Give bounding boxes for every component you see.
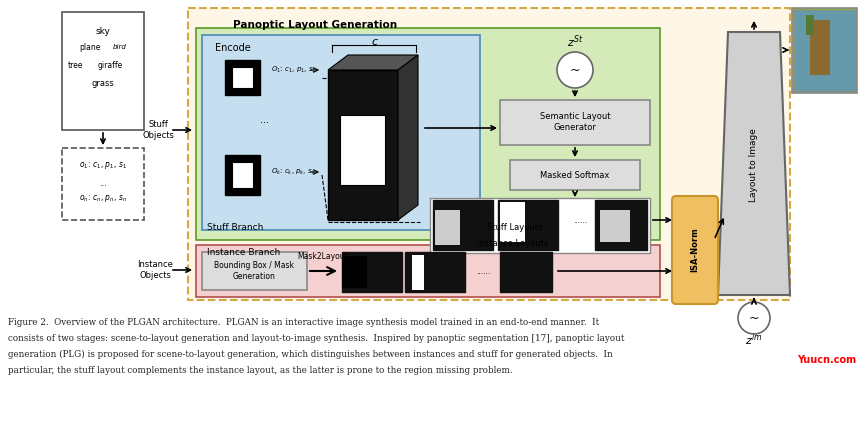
Text: sky: sky	[96, 28, 110, 36]
Text: Instance Layouts: Instance Layouts	[476, 239, 548, 248]
Polygon shape	[398, 55, 418, 220]
Text: particular, the stuff layout complements the instance layout, as the latter is p: particular, the stuff layout complements…	[8, 366, 512, 375]
Bar	[430, 198, 649, 253]
Text: $O_k$: $c_k$, $p_k$, $s_k$: $O_k$: $c_k$, $p_k$, $s_k$	[270, 167, 316, 177]
Bar	[499, 252, 551, 292]
Bar	[201, 35, 480, 230]
Text: ~: ~	[569, 63, 579, 76]
Bar	[793, 10, 854, 91]
Text: Semantic Layout
Generator: Semantic Layout Generator	[539, 112, 610, 132]
Bar	[499, 100, 649, 145]
Polygon shape	[328, 55, 418, 70]
Bar	[498, 200, 557, 250]
Text: consists of two stages: scene-to-layout generation and layout-to-image synthesis: consists of two stages: scene-to-layout …	[8, 334, 623, 343]
Bar	[342, 252, 401, 292]
Bar	[225, 60, 260, 95]
Bar	[342, 256, 367, 288]
Text: Instance Branch: Instance Branch	[207, 248, 280, 257]
Text: grass: grass	[91, 79, 115, 87]
Text: tree: tree	[68, 60, 84, 70]
Bar	[412, 255, 424, 290]
Bar	[225, 155, 260, 195]
Bar	[594, 200, 647, 250]
Text: ...: ...	[99, 178, 107, 187]
Text: ...: ...	[260, 115, 269, 125]
Bar	[510, 160, 639, 190]
Text: Stuff Layouts: Stuff Layouts	[486, 223, 542, 232]
Text: generation (PLG) is proposed for scene-to-layout generation, which distinguishes: generation (PLG) is proposed for scene-t…	[8, 350, 612, 359]
Text: $O_1$: $c_1$, $p_1$, $s_1$: $O_1$: $c_1$, $p_1$, $s_1$	[270, 65, 316, 75]
Text: Figure 2.  Overview of the PLGAN architecture.  PLGAN is an interactive image sy: Figure 2. Overview of the PLGAN architec…	[8, 318, 598, 327]
Circle shape	[737, 302, 769, 334]
Text: ~: ~	[748, 312, 759, 325]
Text: $o_1$: $c_1$, $p_1$, $s_1$: $o_1$: $c_1$, $p_1$, $s_1$	[79, 159, 127, 170]
Bar	[62, 12, 144, 130]
Bar	[435, 210, 460, 245]
Polygon shape	[717, 32, 789, 295]
Bar	[599, 210, 629, 242]
Bar	[195, 28, 660, 240]
Text: Stuff Branch: Stuff Branch	[207, 223, 263, 232]
Text: ISA-Norm: ISA-Norm	[690, 228, 698, 272]
FancyBboxPatch shape	[672, 196, 717, 304]
Bar	[188, 8, 789, 300]
Text: Yuucn.com: Yuucn.com	[796, 355, 855, 365]
Text: ......: ......	[573, 215, 586, 225]
Text: c: c	[371, 37, 378, 47]
Text: $o_n$: $c_n$, $p_n$, $s_n$: $o_n$: $c_n$, $p_n$, $s_n$	[78, 193, 127, 203]
Bar	[791, 8, 856, 93]
Text: Mask2Layout: Mask2Layout	[297, 252, 348, 261]
Bar	[328, 70, 398, 220]
Text: ......: ......	[475, 266, 490, 275]
Bar	[805, 15, 813, 35]
Text: $z^{im}$: $z^{im}$	[745, 332, 762, 348]
Circle shape	[556, 52, 592, 88]
Text: plane: plane	[79, 43, 101, 52]
Bar	[201, 252, 307, 290]
Text: Panoptic Layout Generation: Panoptic Layout Generation	[232, 20, 397, 30]
Text: Stuff
Objects: Stuff Objects	[142, 120, 174, 140]
Text: Instance
Objects: Instance Objects	[137, 260, 173, 280]
Bar	[405, 252, 464, 292]
Text: Bounding Box / Mask
Generation: Bounding Box / Mask Generation	[214, 262, 294, 281]
Bar	[232, 162, 253, 188]
Bar	[809, 20, 829, 75]
Text: Encode: Encode	[214, 43, 251, 53]
Text: Layout to Image: Layout to Image	[748, 128, 758, 202]
Text: Masked Softmax: Masked Softmax	[540, 170, 609, 179]
Bar	[232, 67, 253, 88]
Text: $z^{St}$: $z^{St}$	[566, 34, 583, 50]
Text: bird: bird	[113, 44, 127, 50]
Bar	[339, 115, 385, 185]
Bar	[499, 202, 524, 242]
Text: giraffe: giraffe	[97, 60, 122, 70]
Bar	[432, 200, 492, 250]
Bar	[62, 148, 144, 220]
Bar	[195, 245, 660, 297]
